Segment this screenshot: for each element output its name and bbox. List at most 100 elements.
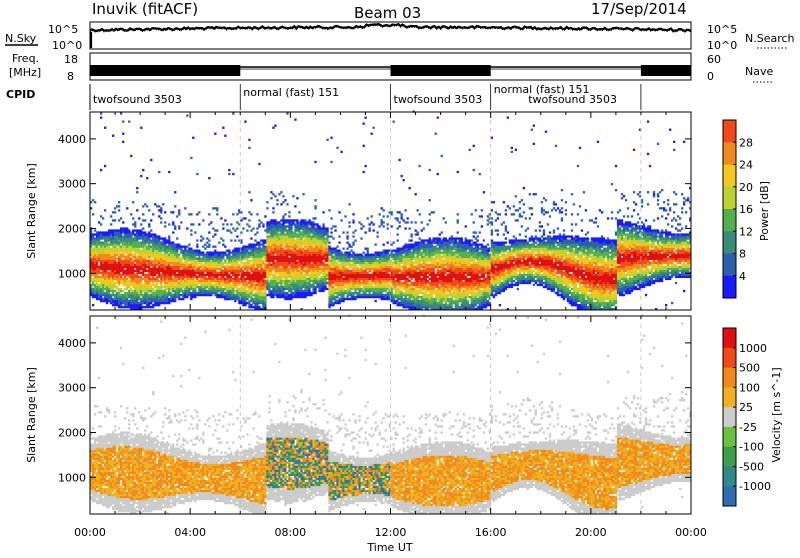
cell: [369, 223, 371, 225]
cell: [284, 225, 286, 227]
cell: [407, 258, 409, 260]
cell: [375, 254, 377, 256]
cell: [302, 294, 304, 296]
cell: [405, 252, 407, 254]
cell: [363, 280, 365, 282]
cell: [276, 239, 278, 241]
cell: [102, 252, 104, 254]
cell: [128, 292, 130, 294]
cell: [244, 268, 246, 270]
cell: [190, 272, 192, 274]
cell: [298, 280, 300, 282]
cell: [294, 119, 296, 121]
cell: [264, 304, 266, 306]
cell: [250, 298, 252, 300]
cell: [112, 258, 114, 260]
cell: [116, 239, 118, 241]
cell: [158, 268, 160, 270]
cell: [262, 282, 264, 284]
cell: [146, 282, 148, 284]
cell: [150, 290, 152, 292]
cell: [367, 254, 369, 256]
cell: [232, 282, 234, 284]
cell: [272, 252, 274, 254]
cell: [354, 274, 356, 276]
cell: [208, 272, 210, 274]
cell: [164, 254, 166, 256]
cell: [168, 270, 170, 272]
cell: [244, 266, 246, 268]
cell: [210, 260, 212, 262]
cell: [282, 258, 284, 260]
cell: [262, 244, 264, 246]
cell: [102, 231, 104, 233]
cell: [336, 302, 338, 304]
cell: [104, 127, 106, 129]
cell: [94, 258, 96, 260]
cell: [294, 239, 296, 241]
cell: [336, 296, 338, 298]
cpid-segment-0: twofsound 3503: [93, 93, 182, 106]
cell: [108, 229, 110, 231]
cell: [340, 282, 342, 284]
cell: [190, 262, 192, 264]
cell: [336, 290, 338, 292]
cell: [302, 227, 304, 229]
cell: [264, 250, 266, 252]
cell: [310, 254, 312, 256]
cell: [324, 250, 326, 252]
cell: [178, 262, 180, 264]
cell: [200, 235, 202, 237]
cell: [130, 270, 132, 272]
cell: [350, 276, 352, 278]
cell: [360, 264, 362, 266]
cell: [286, 229, 288, 231]
cell: [136, 284, 138, 286]
cell: [160, 290, 162, 292]
cell: [358, 294, 360, 296]
cell: [286, 276, 288, 278]
cell: [140, 282, 142, 284]
cell: [196, 280, 198, 282]
cell: [212, 274, 214, 276]
cell: [373, 262, 375, 264]
cell: [236, 270, 238, 272]
cell: [280, 252, 282, 254]
cell: [216, 276, 218, 278]
cell: [330, 231, 332, 233]
cell: [118, 209, 120, 211]
cell: [138, 217, 140, 219]
cell: [134, 246, 136, 248]
cell: [290, 284, 292, 286]
cell: [162, 290, 164, 292]
cell: [172, 248, 174, 250]
cell: [314, 217, 316, 219]
cell: [104, 165, 106, 167]
cell: [170, 286, 172, 288]
cell: [212, 268, 214, 270]
cell: [176, 276, 178, 278]
cell: [162, 296, 164, 298]
cell: [246, 223, 248, 225]
cell: [198, 280, 200, 282]
cell: [144, 237, 146, 239]
cell: [308, 221, 310, 223]
cell: [246, 252, 248, 254]
cell: [334, 252, 336, 254]
cell: [302, 252, 304, 254]
cell: [154, 254, 156, 256]
cell: [405, 266, 407, 268]
cell: [148, 260, 150, 262]
cell: [266, 231, 268, 233]
cell: [172, 284, 174, 286]
cell: [338, 211, 340, 213]
cell: [358, 264, 360, 266]
cell: [168, 290, 170, 292]
cell: [292, 274, 294, 276]
cell: [306, 256, 308, 258]
cell: [256, 264, 258, 266]
cell: [377, 286, 379, 288]
cell: [138, 260, 140, 262]
cell: [308, 252, 310, 254]
cell: [138, 278, 140, 280]
